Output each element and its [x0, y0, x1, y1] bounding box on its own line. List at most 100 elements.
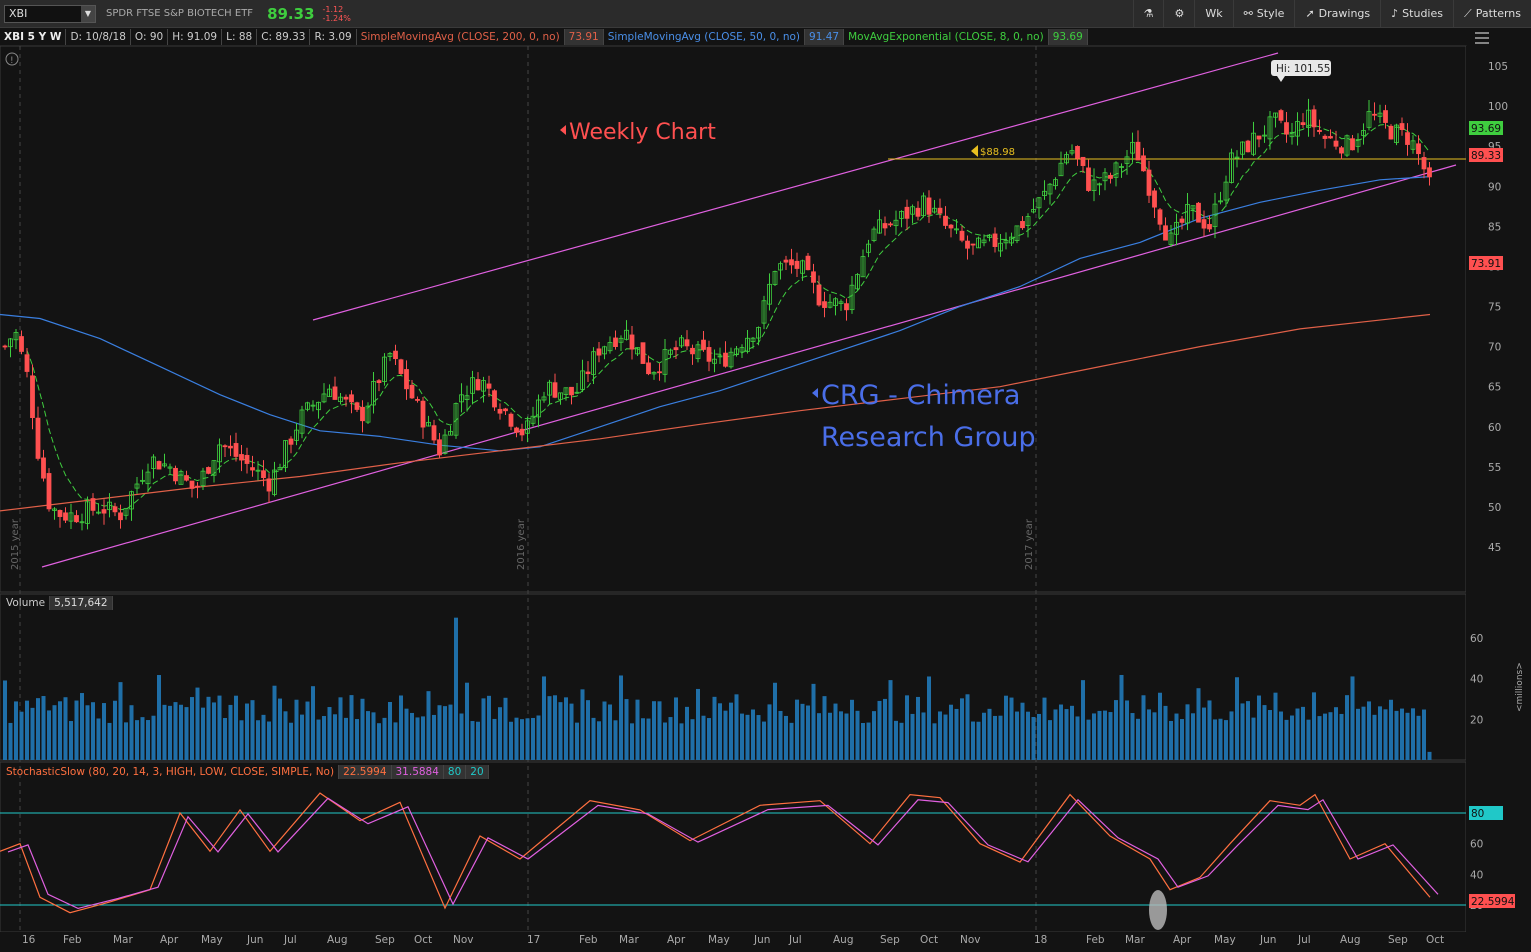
sma200-axis-tag: 73.91 — [1471, 258, 1501, 270]
volume-bar — [498, 707, 502, 760]
time-axis-label: Aug — [833, 934, 854, 946]
volume-bar — [1273, 692, 1278, 760]
candle-body — [640, 342, 646, 364]
volume-bar — [140, 717, 145, 760]
candle-body — [404, 369, 409, 390]
candle-body — [695, 344, 701, 360]
arrow-left-icon — [560, 125, 566, 135]
candle-body — [882, 223, 888, 229]
candle-body — [1223, 181, 1229, 201]
volume-bar — [393, 722, 398, 760]
candle-body — [1322, 135, 1328, 139]
volume-bar — [25, 700, 29, 760]
candle-body — [178, 471, 184, 485]
timeframe-button[interactable]: Wk — [1194, 0, 1232, 27]
candle-body — [464, 395, 470, 401]
time-axis-label: Feb — [579, 934, 598, 946]
stochastic-label[interactable]: StochasticSlow (80, 20, 14, 3, HIGH, LOW… — [2, 765, 340, 779]
volume-bar — [877, 700, 882, 760]
settings-button[interactable]: ⚙ — [1163, 0, 1194, 27]
volume-bar — [14, 701, 18, 760]
volume-bar — [195, 687, 200, 760]
candle-body — [431, 425, 437, 441]
candle-body — [393, 350, 398, 360]
candle-body — [734, 348, 739, 356]
volume-bar — [333, 714, 337, 760]
sma200-study-label[interactable]: SimpleMovingAvg (CLOSE, 200, 0, no) — [357, 29, 565, 45]
drawings-button[interactable]: ➚ Drawings — [1294, 0, 1380, 27]
candle-body — [816, 284, 822, 306]
volume-bar — [1361, 706, 1366, 760]
symbol-selector[interactable]: XBI ▼ — [4, 4, 96, 23]
volume-bar — [1279, 711, 1283, 760]
candle-body — [1053, 179, 1058, 187]
candle-body — [1295, 121, 1300, 137]
sma50-study-label[interactable]: SimpleMovingAvg (CLOSE, 50, 0, no) — [604, 29, 806, 45]
candle-body — [992, 233, 998, 247]
volume-bar — [525, 718, 530, 760]
candle-body — [497, 408, 503, 414]
time-axis-label: Feb — [63, 934, 82, 946]
candle-body — [596, 348, 602, 356]
year-label: 2016 year — [516, 518, 527, 570]
volume-bar — [300, 714, 304, 760]
last-price: 89.33 — [267, 4, 315, 23]
volume-bar — [135, 720, 139, 760]
volume-bar — [404, 708, 409, 760]
candle-body — [1190, 205, 1196, 210]
volume-bar — [861, 723, 865, 760]
volume-bar — [624, 699, 629, 760]
volume-bar — [1317, 716, 1322, 760]
volume-bar — [586, 700, 590, 760]
candle-body — [822, 301, 827, 308]
candle-body — [1174, 221, 1179, 235]
candle-body — [475, 379, 481, 391]
candle-body — [525, 420, 530, 434]
volume-label[interactable]: Volume — [2, 596, 51, 610]
candle-body — [800, 260, 805, 274]
instrument-name: SPDR FTSE S&P BIOTECH ETF — [106, 8, 254, 19]
volume-bar — [311, 686, 315, 760]
candle-body — [745, 337, 750, 352]
flask-button[interactable]: ⚗ — [1132, 0, 1164, 27]
volume-bar — [278, 698, 282, 760]
candle-body — [899, 211, 904, 219]
volume-bar — [701, 715, 706, 760]
volume-bar — [844, 713, 849, 760]
ema-study-label[interactable]: MovAvgExponential (CLOSE, 8, 0, no) — [844, 29, 1049, 45]
candle-body — [1036, 197, 1042, 209]
candle-body — [987, 234, 992, 238]
volume-bar — [795, 699, 799, 760]
candle-body — [1388, 125, 1394, 140]
volume-tick-label: 60 — [1470, 633, 1483, 645]
chevron-down-icon[interactable]: ▼ — [81, 5, 95, 22]
menu-icon[interactable] — [1475, 32, 1489, 44]
time-axis-label: Jun — [1259, 934, 1276, 946]
patterns-button[interactable]: ⟋ Patterns — [1452, 0, 1531, 27]
volume-bar — [1064, 709, 1069, 760]
chart-ticker-label[interactable]: XBI 5 Y W — [0, 29, 67, 45]
volume-bar — [1427, 751, 1432, 760]
volume-bar — [547, 696, 552, 760]
candle-body — [492, 390, 497, 408]
candle-body — [79, 521, 85, 524]
volume-bar — [1053, 709, 1058, 760]
time-axis-label: Apr — [1173, 934, 1192, 946]
candle-body — [211, 460, 217, 476]
candle-body — [651, 371, 657, 375]
chart-toolbar: XBI ▼ SPDR FTSE S&P BIOTECH ETF 89.33 -1… — [0, 0, 1531, 28]
volume-bar — [448, 704, 453, 760]
studies-button[interactable]: ♪ Studies — [1380, 0, 1453, 27]
time-axis-label: Apr — [667, 934, 686, 946]
info-icon[interactable] — [5, 52, 19, 66]
volume-bar — [899, 722, 904, 760]
style-button[interactable]: ⚯ Style — [1232, 0, 1295, 27]
volume-bar — [470, 721, 475, 760]
year-label: 2017 year — [1024, 518, 1035, 570]
candle-body — [453, 403, 459, 436]
volume-bar — [712, 696, 717, 760]
volume-bar — [1092, 713, 1096, 760]
time-axis-label: Mar — [619, 934, 639, 946]
volume-bar — [602, 701, 607, 760]
